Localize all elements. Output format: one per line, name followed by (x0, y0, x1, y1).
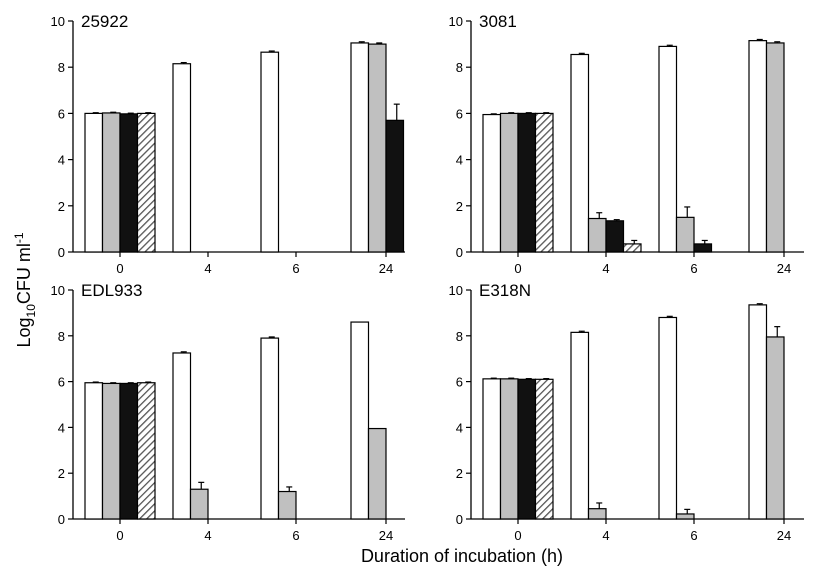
panel-title: 25922 (81, 12, 128, 31)
y-tick-label: 6 (456, 375, 463, 390)
bar (534, 378, 554, 520)
bar (101, 382, 121, 520)
y-tick-label: 6 (58, 375, 65, 390)
bar (172, 63, 192, 253)
bar (350, 321, 370, 520)
x-tick-label: 0 (514, 261, 521, 276)
x-tick-label: 4 (602, 261, 609, 276)
bar (136, 382, 156, 520)
bar (172, 352, 192, 520)
bar (587, 217, 607, 253)
y-tick-label: 0 (456, 245, 463, 260)
y-tick-label: 4 (456, 420, 463, 435)
bar (189, 488, 209, 520)
y-tick-label: 0 (58, 245, 65, 260)
y-tick-label: 2 (58, 466, 65, 481)
x-tick-label: 24 (777, 528, 791, 543)
bar (765, 336, 785, 520)
bar (570, 53, 590, 253)
x-tick-label: 24 (379, 261, 393, 276)
x-tick-label: 4 (204, 528, 211, 543)
x-tick-label: 0 (116, 528, 123, 543)
bar (482, 378, 502, 520)
y-tick-label: 10 (449, 14, 463, 29)
bar (84, 382, 104, 520)
bar (658, 316, 678, 520)
bar (748, 40, 768, 253)
y-tick-label: 8 (58, 60, 65, 75)
bar (136, 112, 156, 253)
bar (675, 216, 695, 253)
bar (277, 490, 297, 520)
y-axis-title: Log10CFU ml-1 (12, 232, 38, 347)
y-tick-label: 4 (456, 153, 463, 168)
bar (570, 331, 590, 520)
bar (658, 45, 678, 253)
panel-title: 3081 (479, 12, 517, 31)
y-tick-label: 4 (58, 420, 65, 435)
x-tick-label: 24 (379, 528, 393, 543)
x-axis-title: Duration of incubation (h) (361, 546, 563, 566)
bar (693, 243, 713, 253)
bar (119, 113, 139, 253)
y-tick-label: 6 (58, 106, 65, 121)
bar (482, 113, 502, 253)
x-tick-label: 6 (690, 261, 697, 276)
panel-title: E318N (479, 281, 531, 300)
y-tick-label: 10 (449, 283, 463, 298)
bar (367, 427, 387, 520)
bar (260, 337, 280, 520)
y-tick-label: 2 (456, 199, 463, 214)
bar (350, 42, 370, 253)
bar (765, 42, 785, 253)
y-tick-label: 8 (456, 60, 463, 75)
y-tick-label: 0 (58, 512, 65, 527)
y-tick-label: 6 (456, 106, 463, 121)
bar (517, 112, 537, 253)
bar (605, 220, 625, 253)
bar (517, 378, 537, 520)
bar (622, 243, 642, 253)
panel-title: EDL933 (81, 281, 142, 300)
y-tick-label: 8 (456, 329, 463, 344)
bar (499, 378, 519, 520)
bar (385, 119, 405, 253)
bar (260, 51, 280, 253)
y-tick-label: 0 (456, 512, 463, 527)
bar (367, 43, 387, 253)
bar (101, 112, 121, 253)
y-tick-label: 10 (51, 14, 65, 29)
x-tick-label: 0 (514, 528, 521, 543)
x-tick-label: 24 (777, 261, 791, 276)
y-tick-label: 2 (456, 466, 463, 481)
y-tick-label: 8 (58, 329, 65, 344)
x-tick-label: 4 (602, 528, 609, 543)
bar (84, 112, 104, 253)
bar (587, 508, 607, 520)
x-tick-label: 0 (116, 261, 123, 276)
bar (119, 382, 139, 520)
bar (534, 112, 554, 253)
x-tick-label: 4 (204, 261, 211, 276)
x-tick-label: 6 (690, 528, 697, 543)
x-tick-label: 6 (292, 261, 299, 276)
bar (499, 112, 519, 253)
y-tick-label: 10 (51, 283, 65, 298)
x-tick-label: 6 (292, 528, 299, 543)
y-tick-label: 2 (58, 199, 65, 214)
bar (675, 513, 695, 520)
bar (748, 304, 768, 520)
y-tick-label: 4 (58, 153, 65, 168)
